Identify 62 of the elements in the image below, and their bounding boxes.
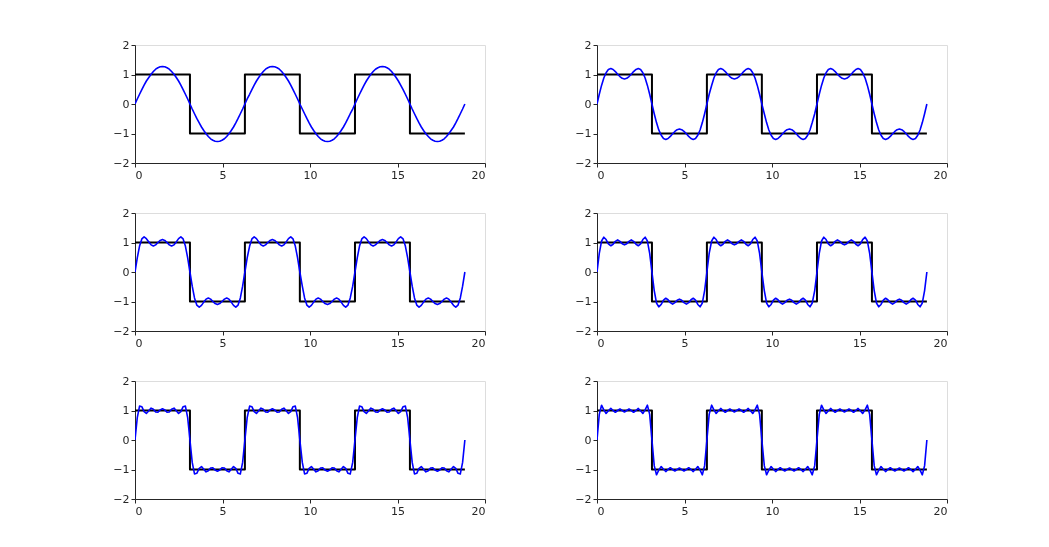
y-tick-label: −2 (113, 156, 130, 170)
y-tick-label: −2 (113, 492, 130, 506)
x-tick-label: 0 (597, 168, 605, 182)
y-tick-label: −1 (575, 295, 592, 308)
line-series (597, 67, 928, 141)
y-tick-label: −1 (113, 463, 130, 476)
x-tick-label: 0 (135, 168, 143, 182)
y-tick-label: −1 (113, 295, 130, 308)
x-tick-label: 10 (303, 336, 318, 350)
x-tick-label: 20 (471, 168, 486, 182)
x-tick-label: 15 (853, 336, 867, 350)
y-tick-label: 2 (584, 206, 592, 220)
x-tick-label: 20 (471, 504, 486, 518)
y-tick-label: 2 (122, 206, 130, 220)
y-tick-label: 1 (122, 404, 130, 417)
x-tick-label: 20 (471, 336, 486, 350)
y-tick-label: −2 (575, 156, 592, 170)
y-tick-label: 0 (584, 97, 592, 111)
y-tick-label: −1 (113, 127, 130, 140)
y-tick-label: −1 (575, 463, 592, 476)
x-tick-label: 10 (765, 168, 780, 182)
y-tick-label: 0 (584, 433, 592, 447)
x-tick-label: 15 (853, 168, 867, 182)
x-tick-label: 10 (303, 504, 318, 518)
y-tick-label: −2 (575, 492, 592, 506)
x-tick-label: 10 (303, 168, 318, 182)
x-tick-label: 5 (681, 168, 689, 182)
x-tick-label: 20 (933, 504, 948, 518)
x-tick-label: 0 (597, 504, 605, 518)
x-tick-label: 5 (681, 336, 689, 350)
x-tick-label: 0 (135, 504, 143, 518)
line-series (135, 65, 466, 143)
x-tick-label: 15 (853, 504, 867, 518)
x-tick-label: 0 (597, 336, 605, 350)
x-tick-label: 5 (219, 504, 227, 518)
x-tick-label: 5 (219, 168, 227, 182)
y-tick-label: −2 (113, 324, 130, 338)
y-tick-label: 2 (122, 38, 130, 52)
y-tick-label: 1 (584, 236, 592, 249)
y-tick-label: 2 (122, 374, 130, 388)
y-tick-label: −1 (575, 127, 592, 140)
y-tick-label: 0 (122, 265, 130, 279)
x-tick-label: 10 (765, 336, 780, 350)
x-tick-label: 15 (391, 504, 405, 518)
x-tick-label: 10 (765, 504, 780, 518)
y-tick-label: 1 (122, 236, 130, 249)
y-tick-label: 1 (584, 404, 592, 417)
y-tick-label: −2 (575, 324, 592, 338)
y-tick-label: 2 (584, 374, 592, 388)
x-tick-label: 5 (219, 336, 227, 350)
x-tick-label: 15 (391, 168, 405, 182)
x-tick-label: 20 (933, 336, 948, 350)
x-tick-label: 15 (391, 336, 405, 350)
y-tick-label: 0 (122, 97, 130, 111)
x-tick-label: 20 (933, 168, 948, 182)
x-tick-label: 0 (135, 336, 143, 350)
y-tick-label: 2 (584, 38, 592, 52)
y-tick-label: 1 (584, 68, 592, 81)
y-tick-label: 0 (584, 265, 592, 279)
y-tick-label: 1 (122, 68, 130, 81)
y-tick-label: 0 (122, 433, 130, 447)
x-tick-label: 5 (681, 504, 689, 518)
